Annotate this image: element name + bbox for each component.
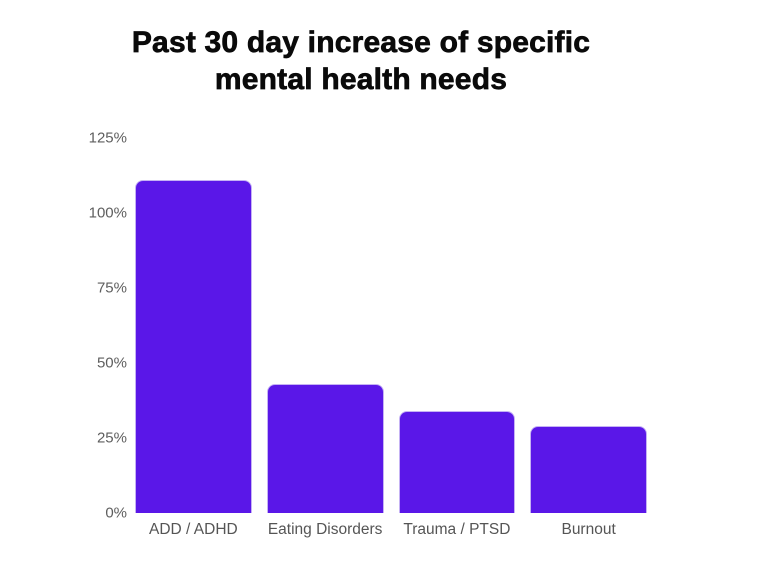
x-tick-label: ADD / ADHD [149, 521, 238, 538]
y-tick-label: 75% [96, 279, 127, 297]
bar-column: Eating Disorders [266, 138, 384, 537]
y-tick-label: 125% [88, 129, 127, 147]
y-tick-label: 50% [96, 354, 127, 372]
y-tick-label: 0% [105, 504, 127, 522]
y-tick-label: 100% [88, 204, 127, 222]
chart-title-line2: mental health needs [214, 63, 508, 97]
bar-eating-disorders [266, 384, 384, 513]
bar-add-adhd [135, 180, 252, 513]
bar-column: Burnout [530, 138, 647, 537]
y-tick-label: 25% [96, 429, 127, 447]
chart-title: Past 30 day increase of specific mental h… [0, 24, 722, 98]
plot-area: ADD / ADHD Eating Disorders Trauma / PTSD B… [135, 138, 647, 537]
y-axis: 0% 25% 50% 75% 100% 125% [0, 131, 127, 521]
bar-burnout [530, 426, 647, 513]
chart-title-line1: Past 30 day increase of specific [131, 26, 591, 60]
x-tick-label: Burnout [561, 521, 616, 538]
bar-column: ADD / ADHD [135, 138, 252, 537]
x-tick-label: Eating Disorders [267, 521, 383, 538]
bar-column: Trauma / PTSD [398, 138, 516, 537]
bar-trauma-ptsd [398, 411, 516, 513]
x-tick-label: Trauma / PTSD [403, 521, 511, 538]
